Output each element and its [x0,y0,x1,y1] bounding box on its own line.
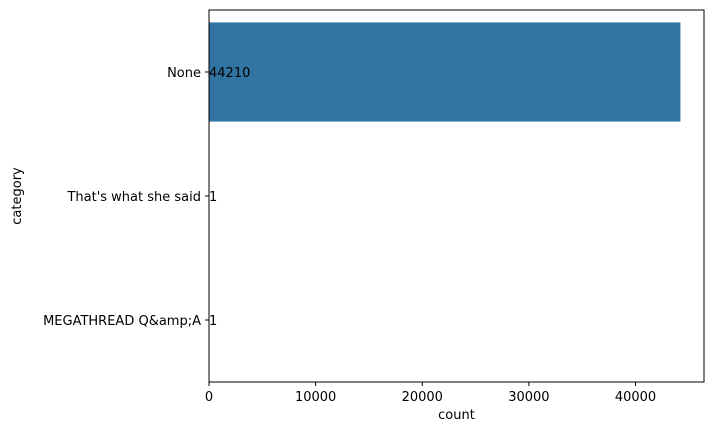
data-labels-layer: 44210 1 1 [209,66,250,329]
data-label: 44210 [209,66,250,81]
plot-frame [208,9,705,383]
x-tick-label: 0 [205,390,213,405]
y-axis-ticks: None That's what she said MEGATHREAD Q&amp… [43,66,209,329]
data-label: 1 [209,190,217,205]
y-axis-label: category [10,167,25,225]
y-tick-label: MEGATHREAD Q&amp;A [43,314,201,329]
x-tick-label: 20000 [402,390,443,405]
x-tick-label: 10000 [295,390,336,405]
x-tick-label: 30000 [508,390,549,405]
x-axis-label: count [438,408,475,423]
y-tick-label: That's what she said [66,190,201,205]
bars-layer [209,22,681,370]
x-axis-ticks: 0 10000 20000 30000 40000 [205,382,656,405]
y-tick-label: None [167,66,201,81]
data-label: 1 [209,314,217,329]
bar [209,22,681,122]
x-tick-label: 40000 [615,390,656,405]
